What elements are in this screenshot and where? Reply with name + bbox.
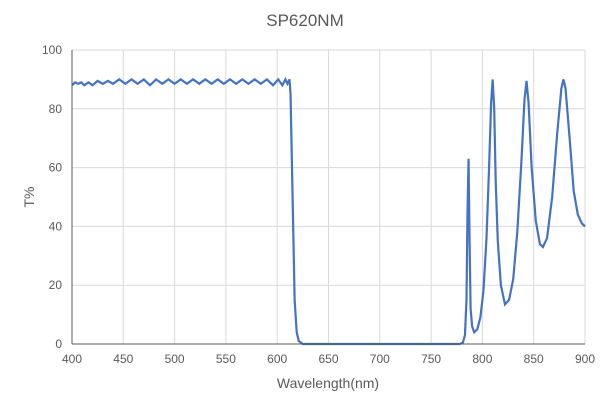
x-tick-label: 650	[318, 352, 338, 366]
x-tick-label: 600	[267, 352, 287, 366]
x-tick-label: 700	[370, 352, 390, 366]
y-tick-label: 0	[55, 337, 62, 351]
x-tick-labels: 400 450 500 550 600 650 700 750 800 850 900	[62, 352, 595, 366]
y-axis-label: T%	[21, 187, 37, 208]
x-tick-label: 800	[472, 352, 492, 366]
x-tick-label: 400	[62, 352, 82, 366]
x-tick-label: 500	[165, 352, 185, 366]
y-tick-labels: 0 20 40 60 80 100	[42, 43, 62, 351]
x-tick-label: 750	[421, 352, 441, 366]
y-tick-label: 100	[42, 43, 62, 57]
series-line	[71, 76, 586, 346]
x-tick-label: 550	[216, 352, 236, 366]
chart-title: SP620NM	[266, 11, 343, 30]
y-tick-label: 40	[49, 219, 63, 233]
y-tick-label: 60	[49, 161, 63, 175]
x-tick-label: 850	[524, 352, 544, 366]
x-axis-label: Wavelength(nm)	[277, 375, 379, 391]
x-tick-label: 450	[113, 352, 133, 366]
x-tick-label: 900	[575, 352, 595, 366]
y-tick-label: 80	[49, 102, 63, 116]
y-tick-label: 20	[49, 278, 63, 292]
